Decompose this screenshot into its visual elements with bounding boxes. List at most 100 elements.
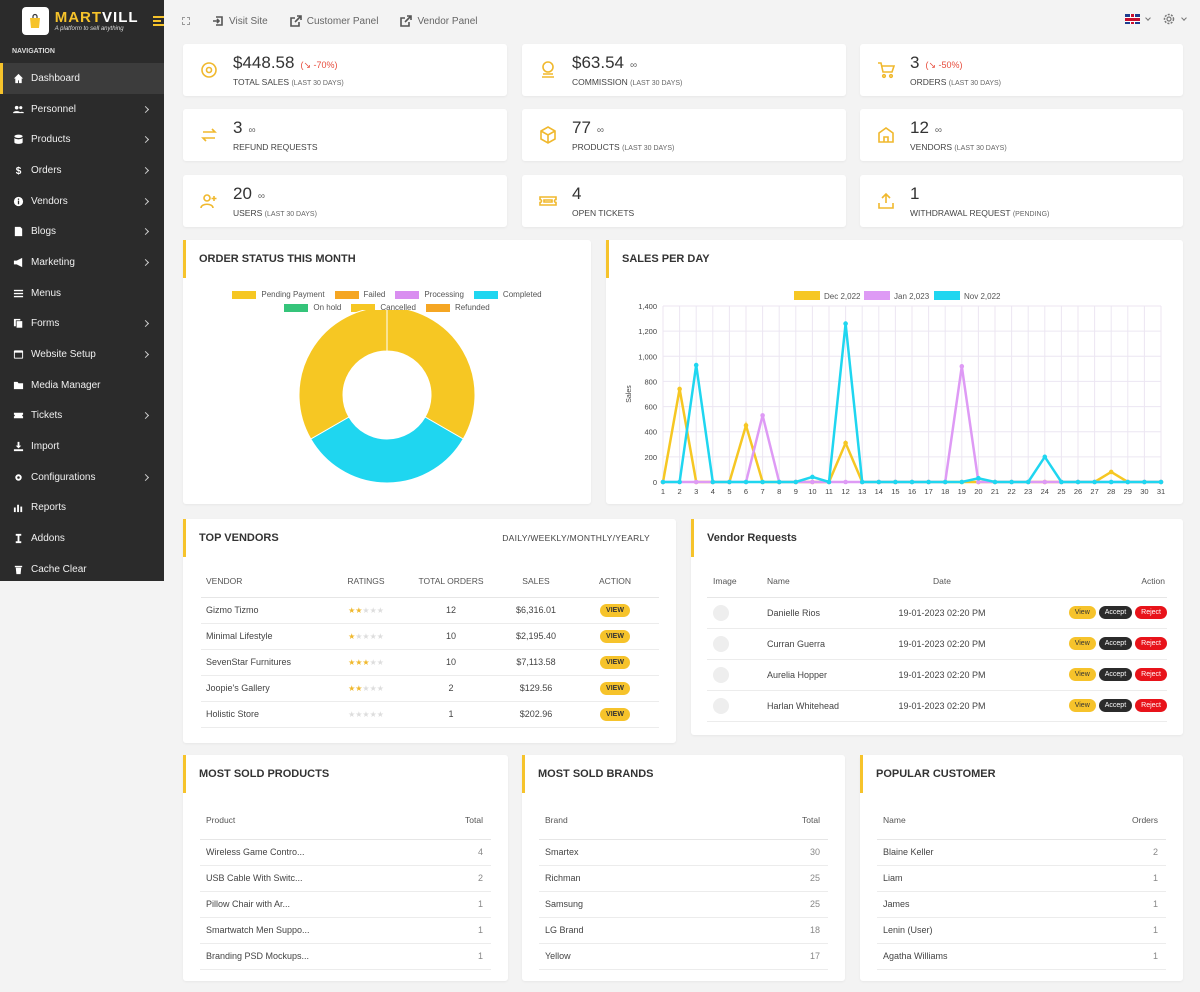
sidebar-item-website-setup[interactable]: Website Setup — [0, 339, 164, 370]
data-point[interactable] — [1009, 479, 1014, 485]
data-point[interactable] — [959, 479, 965, 485]
reject-button[interactable]: Reject — [1135, 637, 1167, 650]
chevron-down-icon[interactable] — [1181, 15, 1187, 21]
accept-button[interactable]: Accept — [1098, 699, 1133, 712]
sidebar-item-menus[interactable]: Menus — [0, 278, 164, 309]
gear-icon[interactable] — [1162, 12, 1176, 26]
legend-item[interactable]: Pending Payment — [232, 290, 325, 299]
data-point[interactable] — [776, 479, 782, 485]
sidebar-item-reports[interactable]: Reports — [0, 493, 164, 524]
data-point[interactable] — [893, 479, 898, 485]
legend-item[interactable]: Nov 2,022 — [934, 291, 1001, 301]
data-point[interactable] — [693, 362, 699, 368]
data-point[interactable] — [843, 321, 848, 326]
legend-item[interactable]: Jan 2,023 — [864, 291, 930, 301]
sidebar-item-personnel[interactable]: Personnel — [0, 94, 164, 125]
data-point[interactable] — [859, 479, 865, 485]
legend-item[interactable]: Processing — [395, 290, 464, 299]
accept-button[interactable]: Accept — [1098, 668, 1133, 681]
data-point[interactable] — [760, 479, 765, 485]
view-button[interactable]: View — [1068, 699, 1096, 712]
data-point[interactable] — [976, 475, 981, 481]
pie-slice-cancelled[interactable] — [298, 310, 388, 440]
data-point[interactable] — [1125, 479, 1131, 485]
view-button[interactable]: View — [1068, 637, 1096, 650]
data-point[interactable] — [959, 364, 965, 369]
sidebar-item-forms[interactable]: Forms — [0, 309, 164, 340]
data-point[interactable] — [1042, 454, 1048, 460]
uk-flag-icon[interactable] — [1125, 14, 1140, 24]
view-button[interactable]: VIEW — [600, 655, 630, 669]
data-point[interactable] — [810, 479, 815, 485]
sidebar-item-vendors[interactable]: Vendors — [0, 186, 164, 217]
data-point[interactable] — [710, 479, 716, 485]
logo[interactable]: MARTVILL A platform to sell anything — [0, 0, 164, 42]
sidebar-item-products[interactable]: Products — [0, 124, 164, 155]
view-button[interactable]: VIEW — [600, 707, 630, 721]
data-point[interactable] — [1158, 479, 1164, 485]
data-point[interactable] — [876, 479, 882, 485]
data-point[interactable] — [992, 479, 998, 485]
pie-slice-completed[interactable] — [310, 416, 464, 484]
data-point[interactable] — [677, 386, 682, 392]
view-button[interactable]: VIEW — [600, 681, 630, 695]
legend-item[interactable]: Cancelled — [351, 303, 416, 312]
data-point[interactable] — [1092, 479, 1097, 485]
data-point[interactable] — [693, 479, 699, 485]
sidebar-item-tickets[interactable]: Tickets — [0, 401, 164, 432]
legend-item[interactable]: Dec 2,022 — [794, 291, 861, 301]
sidebar-item-media-manager[interactable]: Media Manager — [0, 370, 164, 401]
data-point[interactable] — [843, 479, 848, 485]
accept-button[interactable]: Accept — [1098, 606, 1133, 619]
data-point[interactable] — [942, 479, 948, 485]
stat-card-products[interactable]: 77 ∞ PRODUCTS (LAST 30 DAYS) — [522, 109, 846, 161]
legend-item[interactable]: On hold — [284, 303, 341, 312]
stat-card-vendors[interactable]: 12 ∞ VENDORS (LAST 30 DAYS) — [860, 109, 1183, 161]
vendor-panel-link[interactable]: Vendor Panel — [400, 15, 478, 27]
data-point[interactable] — [1142, 479, 1147, 485]
fullscreen-icon[interactable] — [182, 17, 190, 25]
stat-card-refund-requests[interactable]: 3 ∞ REFUND REQUESTS — [183, 109, 507, 161]
hamburger-icon[interactable] — [152, 16, 164, 26]
stat-card-commission[interactable]: $63.54 ∞ COMMISSION (LAST 30 DAYS) — [522, 44, 846, 96]
sidebar-item-import[interactable]: Import — [0, 431, 164, 462]
sidebar-item-addons[interactable]: Addons — [0, 523, 164, 554]
data-point[interactable] — [810, 474, 815, 480]
period-selector[interactable]: DAILY/WEEKLY/MONTHLY/YEARLY — [502, 533, 650, 543]
sidebar-item-blogs[interactable]: Blogs — [0, 216, 164, 247]
stat-card-users[interactable]: 20 ∞ USERS (LAST 30 DAYS) — [183, 175, 507, 227]
data-point[interactable] — [743, 423, 749, 428]
data-point[interactable] — [1059, 479, 1064, 485]
data-point[interactable] — [1075, 479, 1081, 485]
data-point[interactable] — [909, 479, 915, 485]
view-button[interactable]: VIEW — [600, 603, 630, 617]
customer-panel-link[interactable]: Customer Panel — [289, 15, 378, 27]
visit-site-link[interactable]: Visit Site — [212, 15, 268, 27]
stat-card-withdrawal-request[interactable]: 1 WITHDRAWAL REQUEST (PENDING) — [860, 175, 1183, 227]
accept-button[interactable]: Accept — [1098, 637, 1133, 650]
data-point[interactable] — [727, 479, 732, 485]
stat-card-orders[interactable]: 3 (↘ -50%) ORDERS (LAST 30 DAYS) — [860, 44, 1183, 96]
data-point[interactable] — [1025, 479, 1031, 485]
view-button[interactable]: View — [1068, 606, 1096, 619]
data-point[interactable] — [843, 440, 848, 446]
sidebar-item-orders[interactable]: $ Orders — [0, 155, 164, 186]
data-point[interactable] — [1108, 469, 1114, 475]
chevron-down-icon[interactable] — [1145, 15, 1151, 21]
data-point[interactable] — [760, 413, 765, 418]
data-point[interactable] — [976, 479, 981, 485]
legend-item[interactable]: Completed — [473, 290, 542, 299]
reject-button[interactable]: Reject — [1135, 668, 1167, 681]
data-point[interactable] — [660, 479, 666, 485]
data-point[interactable] — [793, 479, 799, 485]
reject-button[interactable]: Reject — [1135, 606, 1167, 619]
sidebar-item-dashboard[interactable]: Dashboard — [0, 63, 164, 94]
reject-button[interactable]: Reject — [1135, 699, 1167, 712]
data-point[interactable] — [826, 479, 832, 485]
sidebar-item-cache-clear[interactable]: Cache Clear — [0, 554, 164, 585]
data-point[interactable] — [1042, 479, 1048, 485]
pie-slice-pending-payment[interactable] — [386, 310, 476, 440]
data-point[interactable] — [677, 479, 682, 485]
data-point[interactable] — [926, 479, 931, 485]
sidebar-item-configurations[interactable]: Configurations — [0, 462, 164, 493]
